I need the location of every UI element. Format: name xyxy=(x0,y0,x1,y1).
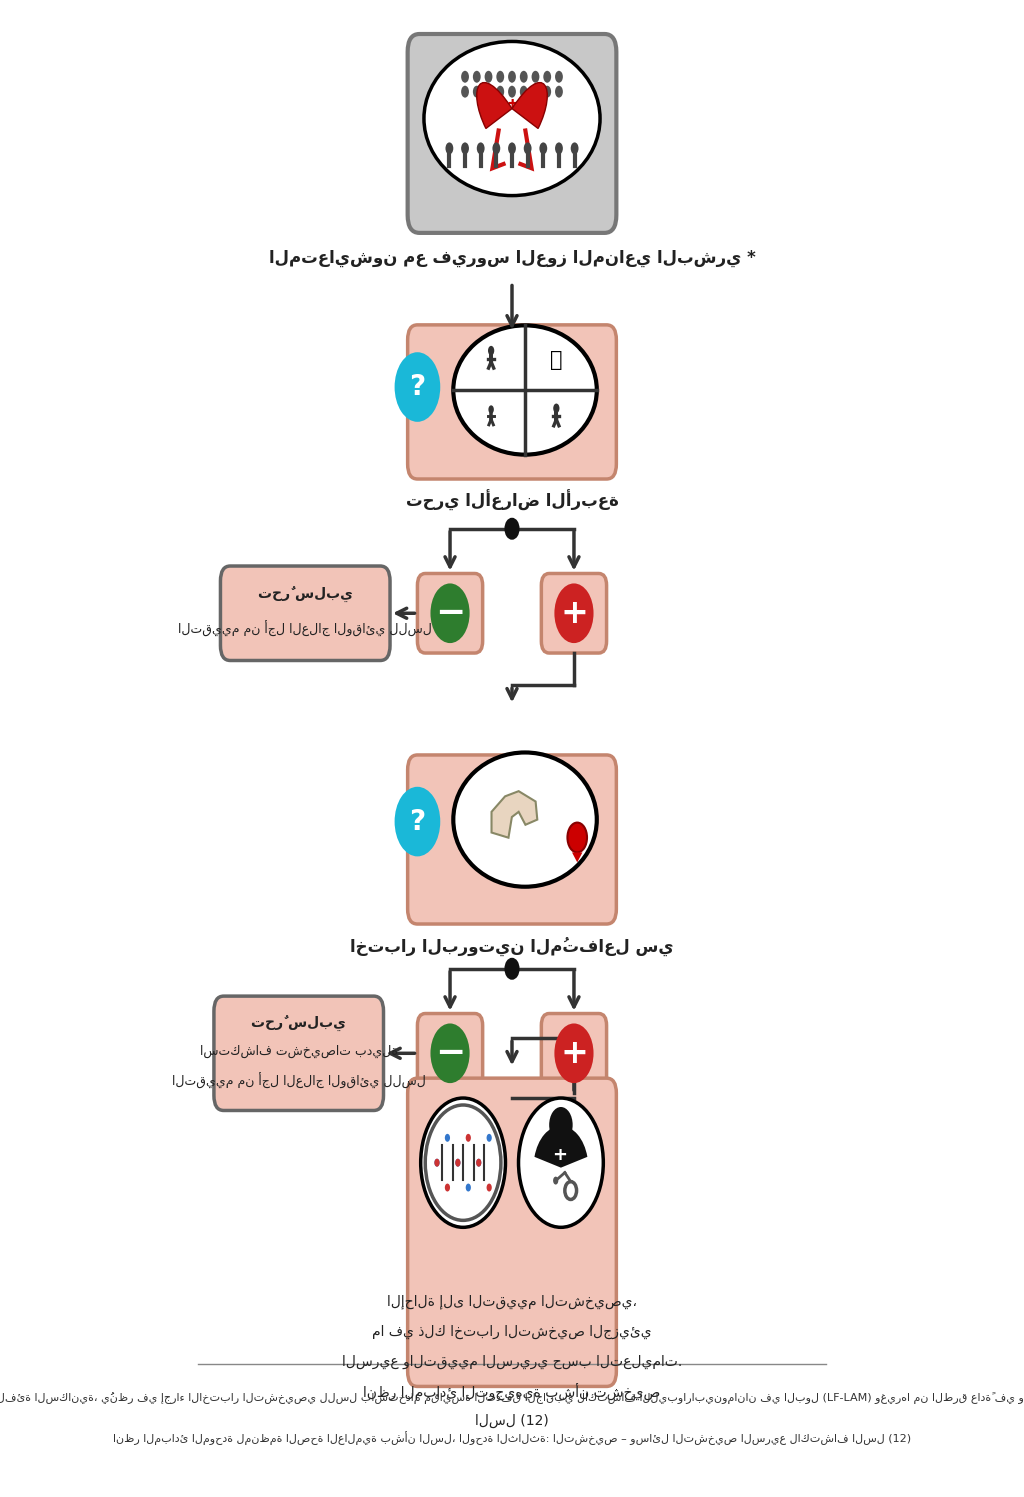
Circle shape xyxy=(508,70,516,82)
FancyBboxPatch shape xyxy=(542,573,606,653)
Text: المتعايشون مع فيروس العوز المناعي البشري *: المتعايشون مع فيروس العوز المناعي البشري… xyxy=(268,249,756,266)
PathPatch shape xyxy=(572,852,583,862)
Wedge shape xyxy=(535,1126,588,1168)
Circle shape xyxy=(394,787,440,856)
Circle shape xyxy=(497,85,504,97)
Text: الإحالة إلى التقييم التشخيصي،: الإحالة إلى التقييم التشخيصي، xyxy=(387,1295,637,1310)
Ellipse shape xyxy=(421,1097,506,1228)
Circle shape xyxy=(477,142,484,154)
Circle shape xyxy=(444,1184,450,1192)
Circle shape xyxy=(497,70,504,82)
Text: +: + xyxy=(560,1037,588,1070)
Circle shape xyxy=(466,1184,471,1192)
Text: انظر المبادئ الموحدة لمنظمة الصحة العالمية بشأن السل، الوحدة الثالثة: التشخيص – : انظر المبادئ الموحدة لمنظمة الصحة العالم… xyxy=(113,1431,911,1445)
Circle shape xyxy=(434,1159,439,1166)
Circle shape xyxy=(508,85,516,97)
Circle shape xyxy=(506,519,518,539)
Circle shape xyxy=(444,1133,450,1142)
PathPatch shape xyxy=(477,82,512,129)
Ellipse shape xyxy=(424,42,600,196)
Text: التقييم من أجل العلاج الوقائي للسل: التقييم من أجل العلاج الوقائي للسل xyxy=(178,621,432,638)
Circle shape xyxy=(544,70,551,82)
Circle shape xyxy=(544,85,551,97)
Circle shape xyxy=(520,85,527,97)
Circle shape xyxy=(430,584,470,644)
Circle shape xyxy=(461,70,469,82)
FancyBboxPatch shape xyxy=(408,754,616,924)
Circle shape xyxy=(520,70,527,82)
Text: السريع والتقييم السريري حسب التعليمات.: السريع والتقييم السريري حسب التعليمات. xyxy=(342,1355,682,1368)
PathPatch shape xyxy=(512,82,547,129)
FancyBboxPatch shape xyxy=(220,566,390,660)
Circle shape xyxy=(554,1024,594,1084)
Text: −: − xyxy=(435,596,465,630)
Text: انظر المبادئ التوجيهية بشأن تشخيص: انظر المبادئ التوجيهية بشأن تشخيص xyxy=(364,1383,660,1400)
Text: ✚: ✚ xyxy=(507,99,517,109)
Circle shape xyxy=(567,822,587,852)
Circle shape xyxy=(466,1133,471,1142)
Circle shape xyxy=(549,1106,572,1142)
Circle shape xyxy=(531,85,540,97)
Text: استكشاف تشخيصات بديلة: استكشاف تشخيصات بديلة xyxy=(200,1045,397,1058)
Circle shape xyxy=(554,584,594,644)
Circle shape xyxy=(508,142,516,154)
Text: ?: ? xyxy=(410,807,426,835)
FancyBboxPatch shape xyxy=(542,1013,606,1093)
Circle shape xyxy=(476,1159,481,1166)
Circle shape xyxy=(488,406,494,413)
Text: اختبار البروتين المُتفاعل سي: اختبار البروتين المُتفاعل سي xyxy=(350,936,674,955)
Text: تحرٌ سلبي: تحرٌ سلبي xyxy=(258,587,352,603)
Circle shape xyxy=(531,70,540,82)
Circle shape xyxy=(493,142,501,154)
Circle shape xyxy=(555,142,563,154)
Circle shape xyxy=(445,142,454,154)
FancyBboxPatch shape xyxy=(418,1013,482,1093)
Circle shape xyxy=(523,142,531,154)
Circle shape xyxy=(553,404,559,413)
Circle shape xyxy=(555,70,563,82)
Circle shape xyxy=(486,1184,492,1192)
Circle shape xyxy=(394,352,440,422)
Circle shape xyxy=(570,142,579,154)
Text: التقييم من أجل العلاج الوقائي للسل: التقييم من أجل العلاج الوقائي للسل xyxy=(172,1073,426,1090)
Circle shape xyxy=(553,1177,558,1184)
Ellipse shape xyxy=(454,325,597,455)
Text: ما في ذلك اختبار التشخيص الجزيئي: ما في ذلك اختبار التشخيص الجزيئي xyxy=(372,1325,652,1338)
FancyBboxPatch shape xyxy=(408,325,616,479)
Text: 🌡: 🌡 xyxy=(550,350,562,370)
FancyBboxPatch shape xyxy=(418,573,482,653)
Circle shape xyxy=(461,85,469,97)
Text: * في هذه الفئة السكانية، يُنظر في إجراء الاختبار التشخيصي للسل باستخدام مقايسة ا: * في هذه الفئة السكانية، يُنظر في إجراء … xyxy=(0,1392,1024,1404)
Text: +: + xyxy=(560,597,588,630)
Circle shape xyxy=(456,1159,461,1166)
Circle shape xyxy=(555,85,563,97)
Circle shape xyxy=(506,958,518,979)
Text: +: + xyxy=(552,1145,567,1163)
Circle shape xyxy=(484,70,493,82)
Ellipse shape xyxy=(454,753,597,886)
Circle shape xyxy=(461,142,469,154)
FancyBboxPatch shape xyxy=(408,1078,616,1386)
Circle shape xyxy=(476,1159,481,1166)
Circle shape xyxy=(473,70,480,82)
Circle shape xyxy=(473,85,480,97)
Circle shape xyxy=(540,142,547,154)
Text: تحرٌ سلبي: تحرٌ سلبي xyxy=(251,1015,346,1031)
Text: السل (12): السل (12) xyxy=(475,1415,549,1428)
PathPatch shape xyxy=(492,790,538,838)
Circle shape xyxy=(456,1159,461,1166)
FancyBboxPatch shape xyxy=(408,34,616,234)
Ellipse shape xyxy=(518,1097,603,1228)
Circle shape xyxy=(484,85,493,97)
FancyBboxPatch shape xyxy=(214,996,384,1111)
Text: ?: ? xyxy=(410,373,426,401)
Circle shape xyxy=(488,346,495,355)
Text: −: − xyxy=(435,1036,465,1070)
Circle shape xyxy=(434,1159,439,1166)
Circle shape xyxy=(486,1133,492,1142)
Circle shape xyxy=(430,1024,470,1084)
Text: تحري الأعراض الأربعة: تحري الأعراض الأربعة xyxy=(406,491,618,512)
